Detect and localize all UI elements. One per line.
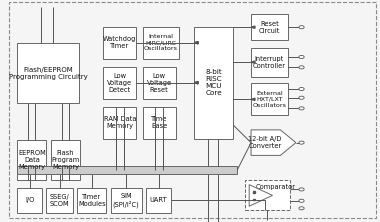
- Text: 8-bit
RISC
MCU
Core: 8-bit RISC MCU Core: [206, 69, 222, 96]
- Bar: [251, 83, 288, 115]
- Text: 12-bit A/D
Converter: 12-bit A/D Converter: [248, 136, 282, 149]
- Circle shape: [299, 66, 304, 69]
- Bar: [77, 188, 106, 213]
- Bar: [142, 107, 176, 139]
- Circle shape: [299, 87, 304, 91]
- Circle shape: [299, 107, 304, 110]
- Circle shape: [299, 56, 304, 59]
- Polygon shape: [194, 82, 198, 84]
- Text: Reset
Circuit: Reset Circuit: [259, 21, 280, 34]
- Text: Low
Voltage
Detect: Low Voltage Detect: [107, 73, 132, 93]
- Polygon shape: [194, 82, 198, 84]
- Text: Timer
Modules: Timer Modules: [78, 194, 106, 207]
- Bar: [142, 27, 179, 59]
- Bar: [146, 188, 171, 213]
- Bar: [103, 27, 136, 59]
- Text: Low
Voltage
Reset: Low Voltage Reset: [147, 73, 172, 93]
- Bar: [194, 27, 233, 139]
- Bar: [17, 188, 42, 213]
- Text: RAM Data
Memory: RAM Data Memory: [104, 116, 136, 129]
- Bar: [245, 180, 290, 210]
- Circle shape: [299, 141, 304, 144]
- Polygon shape: [251, 130, 296, 155]
- Bar: [253, 199, 255, 200]
- Circle shape: [299, 207, 304, 210]
- Bar: [251, 14, 288, 40]
- Text: Flash/EEPROM
Programming Circuitry: Flash/EEPROM Programming Circuitry: [9, 67, 88, 80]
- Circle shape: [299, 26, 304, 29]
- Text: Flash
Program
Memory: Flash Program Memory: [51, 150, 79, 170]
- Text: External
HXT/LXT
Oscillators: External HXT/LXT Oscillators: [252, 91, 287, 108]
- Polygon shape: [194, 42, 198, 44]
- Circle shape: [299, 188, 304, 191]
- Bar: [142, 67, 176, 99]
- Polygon shape: [251, 26, 255, 28]
- Text: I/O: I/O: [25, 197, 35, 203]
- Circle shape: [299, 96, 304, 99]
- Bar: [17, 166, 237, 174]
- Text: Comparator: Comparator: [255, 184, 295, 190]
- Bar: [51, 140, 80, 180]
- Bar: [253, 192, 255, 193]
- Bar: [103, 67, 136, 99]
- Bar: [17, 140, 46, 180]
- Bar: [111, 188, 141, 213]
- Text: EEPROM
Data
Memory: EEPROM Data Memory: [18, 150, 46, 170]
- Bar: [46, 188, 73, 213]
- Bar: [103, 107, 136, 139]
- Polygon shape: [194, 42, 198, 44]
- Bar: [17, 43, 79, 103]
- Text: Internal
HIRC/LIRC
Oscillators: Internal HIRC/LIRC Oscillators: [144, 34, 178, 51]
- Text: Watchdog
Timer: Watchdog Timer: [103, 36, 136, 49]
- Text: SIM
(SPI/I²C): SIM (SPI/I²C): [113, 193, 139, 208]
- Text: Interrupt
Controller: Interrupt Controller: [253, 56, 286, 69]
- Text: SSEG/
SCOM: SSEG/ SCOM: [50, 194, 70, 207]
- Text: Time
Base: Time Base: [151, 116, 167, 129]
- Polygon shape: [251, 98, 255, 100]
- Polygon shape: [251, 61, 255, 63]
- Bar: [251, 48, 288, 77]
- Polygon shape: [249, 185, 272, 206]
- Text: UART: UART: [150, 197, 167, 203]
- Circle shape: [299, 199, 304, 202]
